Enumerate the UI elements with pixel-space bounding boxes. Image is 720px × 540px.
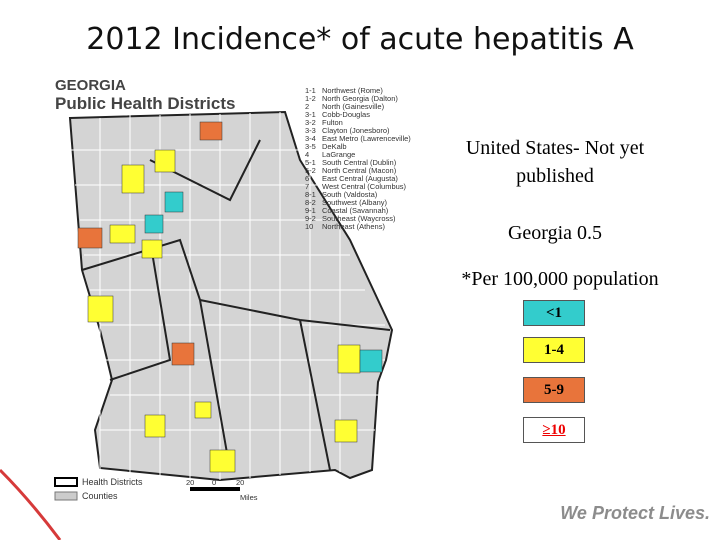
district-row: 3-3 Clayton (Jonesboro) — [305, 126, 411, 135]
district-code: 3-1 — [305, 110, 316, 119]
scale-label: 0 — [212, 478, 217, 487]
district-lines — [81, 139, 391, 471]
legend-item: <1 — [523, 300, 585, 326]
district-code: 5-2 — [305, 166, 316, 175]
colored-counties — [77, 121, 383, 473]
scale-bar — [190, 487, 240, 491]
district-code: 3-5 — [305, 142, 316, 151]
info-georgia: Georgia 0.5 — [507, 222, 603, 244]
legend-item: 1-4 — [523, 337, 585, 363]
district-code: 5-1 — [305, 158, 316, 167]
district-code: 7 — [305, 182, 310, 191]
district-row: 9-2 Southeast (Waycross) — [305, 214, 411, 223]
district-row: 5-2 North Central (Macon) — [305, 166, 411, 175]
district-code: 1-1 — [305, 86, 316, 95]
district-name: South Central (Dublin) — [322, 158, 397, 167]
district-row: 2 North (Gainesville) — [305, 102, 411, 111]
district-row: 3-4 East Metro (Lawrenceville) — [305, 134, 411, 143]
district-name: Northwest (Rome) — [322, 86, 383, 95]
legend-swatch — [54, 477, 78, 487]
district-name: North (Gainesville) — [322, 102, 385, 111]
district-row: 8-2 Southwest (Albany) — [305, 198, 411, 207]
district-name: Fulton — [322, 118, 343, 127]
map-legend-label: Counties — [82, 491, 118, 501]
district-code: 8-2 — [305, 198, 316, 207]
map-header-line: Public Health Districts — [55, 94, 236, 113]
georgia-outline — [68, 110, 394, 482]
district-name: Southeast (Waycross) — [322, 214, 396, 223]
map-header-line: GEORGIA — [55, 77, 126, 94]
district-code: 6 — [305, 174, 310, 183]
district-row: 4 LaGrange — [305, 150, 411, 159]
district-name: East Central (Augusta) — [322, 174, 398, 183]
scale-unit: Miles — [240, 493, 258, 502]
district-name: North Central (Macon) — [322, 166, 397, 175]
district-name: East Metro (Lawrenceville) — [322, 134, 411, 143]
district-name: Southwest (Albany) — [322, 198, 388, 207]
district-row: 6 East Central (Augusta) — [305, 174, 411, 183]
info-us: United States- Not yet published — [465, 137, 645, 187]
scale-label: 20 — [186, 478, 195, 487]
district-code: 3-4 — [305, 134, 316, 143]
map-legend-label: Health Districts — [82, 477, 143, 487]
district-code: 3-3 — [305, 126, 316, 135]
district-name: North Georgia (Dalton) — [322, 94, 398, 103]
district-row: 1-2 North Georgia (Dalton) — [305, 94, 411, 103]
district-code: 8-1 — [305, 190, 316, 199]
district-code: 9-1 — [305, 206, 316, 215]
district-row: 5-1 South Central (Dublin) — [305, 158, 411, 167]
district-code: 3-2 — [305, 118, 316, 127]
info-note: *Per 100,000 population — [461, 268, 659, 290]
district-code: 2 — [305, 102, 310, 111]
district-name: LaGrange — [322, 150, 356, 159]
footer-slogan: We Protect Lives. — [560, 503, 710, 523]
district-name: Northeast (Athens) — [322, 222, 385, 231]
scale-label: 20 — [236, 478, 245, 487]
district-row: 7 West Central (Columbus) — [305, 182, 411, 191]
legend-swatch — [54, 491, 78, 501]
legend-item: ≥10 — [523, 417, 585, 443]
district-name: Cobb-Douglas — [322, 110, 370, 119]
district-row: 10 Northeast (Athens) — [305, 222, 411, 231]
district-row: 1-1 Northwest (Rome) — [305, 86, 411, 95]
district-row: 3-1 Cobb-Douglas — [305, 110, 411, 119]
district-name: Coastal (Savannah) — [322, 206, 389, 215]
district-row: 8-1 South (Valdosta) — [305, 190, 411, 199]
legend-item: 5-9 — [523, 377, 585, 403]
district-row: 9-1 Coastal (Savannah) — [305, 206, 411, 215]
decor-curve — [0, 468, 62, 540]
district-list: 1-1 Northwest (Rome) 1-2 North Georgia (Dal… — [305, 86, 411, 231]
district-code: 1-2 — [305, 94, 316, 103]
district-name: DeKalb — [322, 142, 347, 151]
map-header: GEORGIA Public Health Districts — [55, 77, 235, 114]
district-name: West Central (Columbus) — [322, 182, 407, 191]
district-name: Clayton (Jonesboro) — [322, 126, 390, 135]
district-name: South (Valdosta) — [322, 190, 378, 199]
district-code: 10 — [305, 222, 314, 231]
district-code: 4 — [305, 150, 310, 159]
district-row: 3-2 Fulton — [305, 118, 411, 127]
district-row: 3-5 DeKalb — [305, 142, 411, 151]
district-code: 9-2 — [305, 214, 316, 223]
title: 2012 Incidence* of acute hepatitis A — [86, 22, 634, 57]
